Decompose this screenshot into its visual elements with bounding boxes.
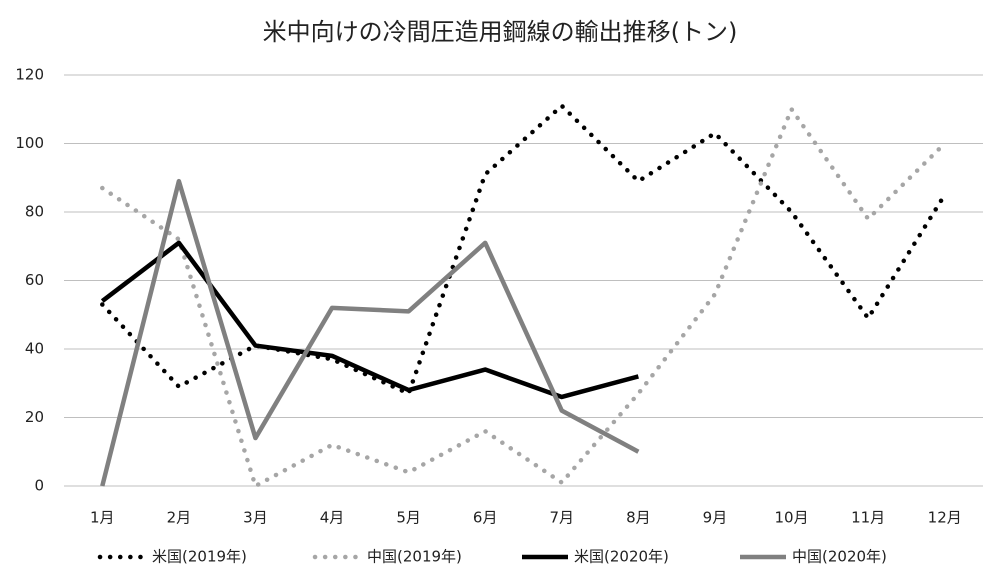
x-tick-label: 11月 — [851, 509, 885, 527]
x-tick-label: 12月 — [928, 509, 962, 527]
x-tick-label: 4月 — [320, 509, 345, 527]
x-tick-label: 3月 — [243, 509, 268, 527]
x-tick-label: 2月 — [167, 509, 192, 527]
series-line — [100, 178, 640, 487]
y-tick-label: 40 — [25, 340, 44, 358]
y-tick-label: 120 — [15, 66, 44, 84]
legend-label: 米国(2020年) — [574, 548, 669, 566]
y-tick-label: 0 — [34, 477, 44, 495]
series-line — [100, 240, 639, 400]
series-line — [100, 102, 947, 397]
legend-label: 中国(2020年) — [792, 548, 887, 566]
y-tick-label: 20 — [25, 408, 44, 426]
legend-label: 米国(2019年) — [152, 548, 247, 566]
x-tick-label: 10月 — [774, 509, 808, 527]
y-tick-label: 80 — [25, 203, 44, 221]
x-tick-label: 5月 — [396, 509, 421, 527]
y-tick-label: 100 — [15, 134, 44, 152]
y-tick-label: 60 — [25, 271, 44, 289]
x-tick-label: 9月 — [703, 509, 728, 527]
x-tick-label: 6月 — [473, 509, 498, 527]
x-tick-label: 8月 — [626, 509, 651, 527]
legend-label: 中国(2019年) — [367, 548, 462, 566]
chart-title: 米中向けの冷間圧造用鋼線の輸出推移(トン) — [263, 18, 738, 46]
x-tick-label: 7月 — [550, 509, 575, 527]
series-line — [100, 104, 947, 490]
x-tick-label: 1月 — [90, 509, 115, 527]
